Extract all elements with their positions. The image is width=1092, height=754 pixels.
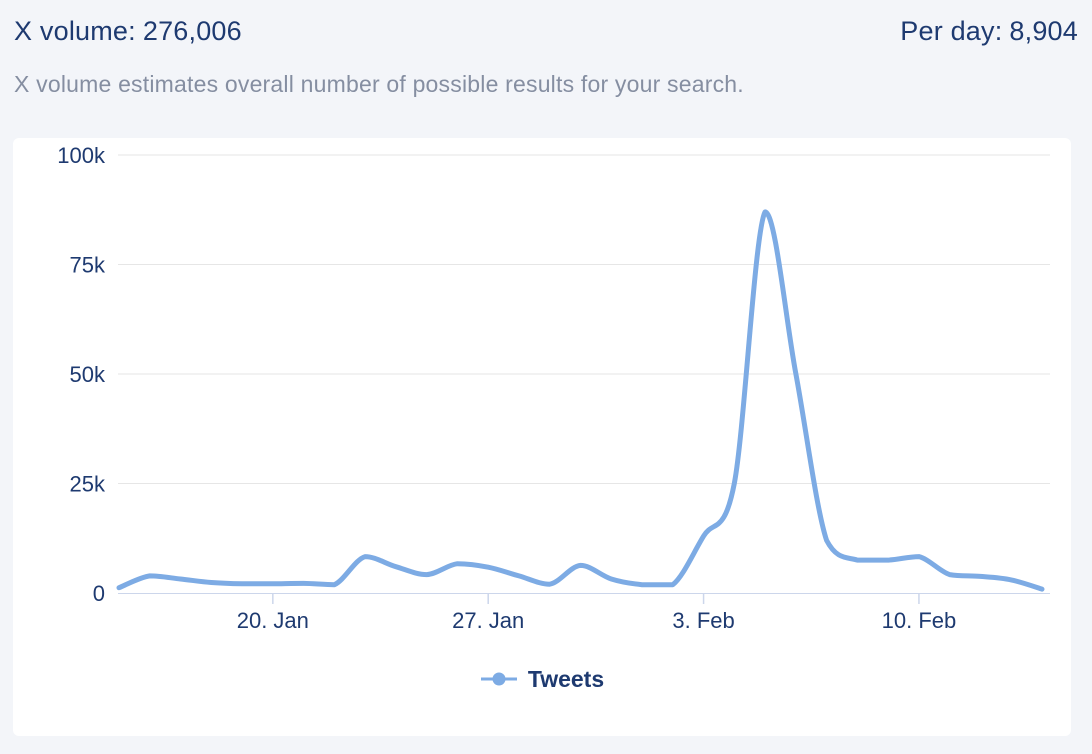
y-axis-label: 0: [93, 581, 105, 606]
per-day-label: Per day:: [900, 16, 1003, 46]
tweets-volume-chart[interactable]: 0 25k 50k 75k 100k 20. Jan 27. Jan 3. Feb 10. Fe…: [13, 138, 1071, 650]
y-axis-label: 50k: [70, 362, 106, 387]
y-axis-label: 100k: [57, 143, 106, 168]
x-axis-label: 27. Jan: [452, 608, 524, 633]
x-axis-label: 3. Feb: [672, 608, 734, 633]
per-day-stat: Per day: 8,904: [900, 16, 1078, 47]
per-day-value: 8,904: [1009, 16, 1078, 46]
x-volume-label: X volume:: [14, 16, 136, 46]
y-axis-label: 75k: [70, 253, 106, 278]
legend-label: Tweets: [527, 665, 605, 692]
description-text: X volume estimates overall number of pos…: [14, 71, 744, 97]
x-volume-value: 276,006: [142, 16, 242, 46]
x-axis-label: 10. Feb: [882, 608, 957, 633]
y-axis-label: 25k: [70, 472, 106, 497]
x-axis-label: 20. Jan: [237, 608, 309, 633]
tweets-series-line: [116, 209, 1045, 592]
legend-item-tweets[interactable]: Tweets: [13, 664, 1071, 694]
chart-card: 0 25k 50k 75k 100k 20. Jan 27. Jan 3. Feb 10. Fe…: [13, 138, 1071, 736]
legend-marker-icon: [480, 672, 517, 686]
x-volume-stat: X volume: 276,006: [14, 16, 242, 47]
